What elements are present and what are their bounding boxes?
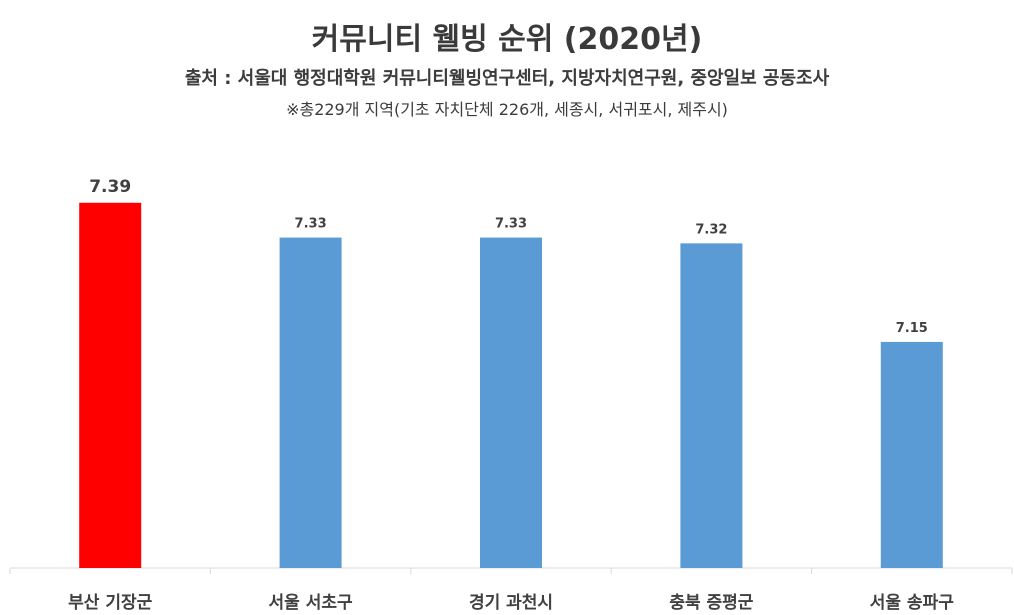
chart-subtitle: 출처 : 서울대 행정대학원 커뮤니티웰빙연구센터, 지방자치연구원, 중앙일보…: [184, 68, 830, 89]
data-label: 7.15: [896, 321, 928, 336]
x-tick-label: 부산 기장군: [68, 593, 152, 613]
data-label: 7.32: [695, 222, 727, 237]
bar: [480, 237, 542, 568]
bar: [279, 237, 342, 568]
bar: [79, 202, 142, 568]
bar: [880, 341, 943, 568]
chart-title: 커뮤니티 웰빙 순위 (2020년): [311, 22, 703, 57]
x-tick-label: 경기 과천시: [469, 593, 553, 613]
x-tick-label: 서울 서초구: [269, 593, 353, 613]
data-label: 7.39: [89, 177, 131, 197]
data-label: 7.33: [295, 217, 327, 232]
x-tick-label: 충북 증평군: [669, 593, 753, 613]
x-tick-label: 서울 송파구: [870, 593, 954, 613]
bar: [680, 243, 743, 568]
data-label: 7.33: [495, 217, 527, 232]
chart-note: ※총229개 지역(기초 자치단체 226개, 세종시, 서귀포시, 제주시): [286, 100, 728, 119]
